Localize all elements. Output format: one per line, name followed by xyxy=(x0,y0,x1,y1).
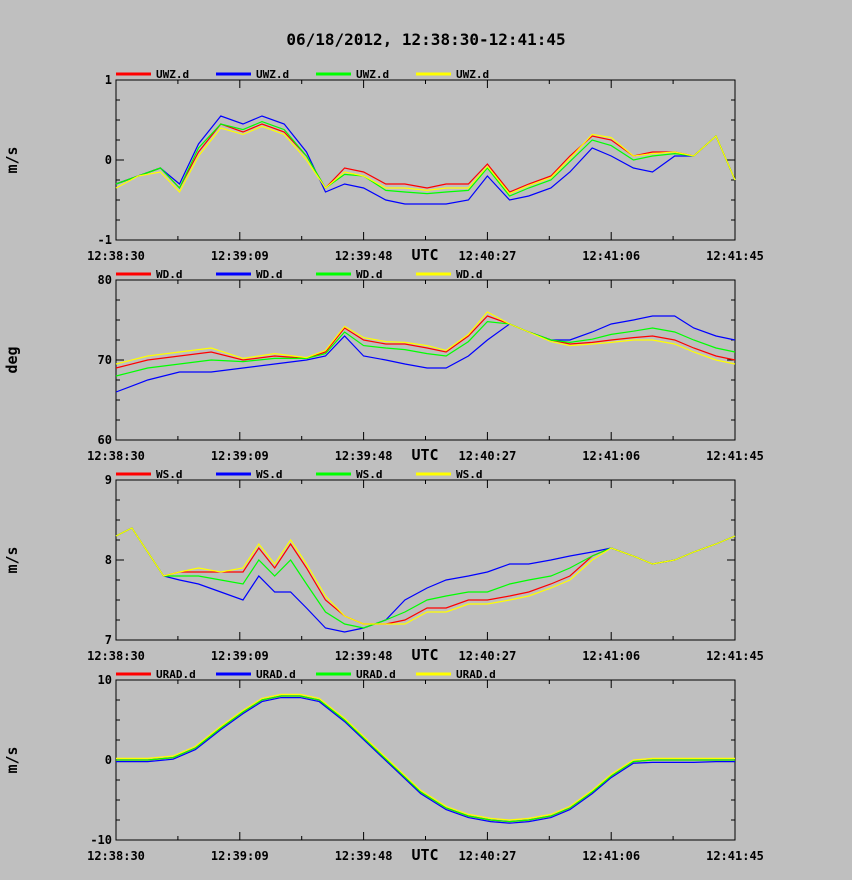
x-tick-label: 12:39:09 xyxy=(211,449,269,463)
x-tick-label: 12:38:30 xyxy=(87,249,145,263)
y-axis-label: m/s xyxy=(3,746,21,773)
legend-label: WD.d xyxy=(456,268,483,281)
legend-label: WD.d xyxy=(356,268,383,281)
legend-label: URAD.d xyxy=(256,668,296,681)
x-tick-label: 12:38:30 xyxy=(87,649,145,663)
legend-label: WS.d xyxy=(156,468,183,481)
legend-label: WS.d xyxy=(256,468,283,481)
legend-label: UWZ.d xyxy=(456,68,489,81)
figure-title: 06/18/2012, 12:38:30-12:41:45 xyxy=(286,30,565,49)
legend-label: URAD.d xyxy=(456,668,496,681)
legend-label: WD.d xyxy=(156,268,183,281)
series-line-2 xyxy=(116,696,735,824)
x-axis-label: UTC xyxy=(411,246,438,264)
plot-frame xyxy=(115,679,736,841)
y-tick-label: 0 xyxy=(105,753,112,767)
y-tick-label: 1 xyxy=(105,73,112,87)
chart-panel-1: -1 0 1 12:38:30 12:39:09 12:39:48 12:40:27 12:4… xyxy=(3,68,764,264)
x-tick-label: 12:41:45 xyxy=(706,849,764,863)
legend-label: WD.d xyxy=(256,268,283,281)
x-tick-label: 12:39:09 xyxy=(211,649,269,663)
y-axis-label: m/s xyxy=(3,546,21,573)
x-tick-label: 12:39:48 xyxy=(335,849,393,863)
x-tick-label: 12:39:09 xyxy=(211,849,269,863)
x-axis-label: UTC xyxy=(411,446,438,464)
y-tick-label: 80 xyxy=(98,273,112,287)
y-tick-label: 9 xyxy=(105,473,112,487)
y-tick-label: 70 xyxy=(98,353,112,367)
y-axis-label: deg xyxy=(3,346,21,373)
plot-frame xyxy=(115,79,736,241)
legend-label: UWZ.d xyxy=(256,68,289,81)
series-line-1 xyxy=(115,315,736,369)
y-axis-label: m/s xyxy=(3,146,21,173)
x-tick-label: 12:40:27 xyxy=(459,449,517,463)
x-tick-label: 12:39:09 xyxy=(211,249,269,263)
series-line-4 xyxy=(116,693,735,821)
series-line-2 xyxy=(115,115,736,205)
series-line-2 xyxy=(115,527,736,633)
x-tick-label: 12:41:45 xyxy=(706,649,764,663)
series-line-3 xyxy=(115,320,736,377)
series-line-1 xyxy=(115,527,736,625)
x-tick-label: 12:41:06 xyxy=(582,449,640,463)
y-tick-label: -10 xyxy=(90,833,112,847)
chart-panel-2: 60 70 80 12:38:30 12:39:09 12:39:48 12:40:27 12… xyxy=(3,268,764,464)
x-tick-label: 12:40:27 xyxy=(459,849,517,863)
series-line-2 xyxy=(115,315,736,393)
legend-label: WS.d xyxy=(456,468,483,481)
series-line-3 xyxy=(116,695,735,823)
y-tick-label: -1 xyxy=(98,233,112,247)
x-tick-label: 12:41:45 xyxy=(706,449,764,463)
x-tick-label: 12:38:30 xyxy=(87,849,145,863)
y-tick-label: 8 xyxy=(105,553,112,567)
x-tick-label: 12:41:06 xyxy=(582,649,640,663)
x-tick-label: 12:39:48 xyxy=(335,449,393,463)
x-tick-label: 12:41:45 xyxy=(706,249,764,263)
x-tick-label: 12:41:06 xyxy=(582,249,640,263)
x-axis-label: UTC xyxy=(411,846,438,864)
x-tick-label: 12:40:27 xyxy=(459,249,517,263)
y-tick-label: 10 xyxy=(98,673,112,687)
x-tick-label: 12:39:48 xyxy=(335,649,393,663)
x-axis-label: UTC xyxy=(411,646,438,664)
x-tick-label: 12:39:48 xyxy=(335,249,393,263)
legend-label: URAD.d xyxy=(156,668,196,681)
series-line-3 xyxy=(115,120,736,197)
series-line-4 xyxy=(115,311,736,365)
x-tick-label: 12:40:27 xyxy=(459,649,517,663)
y-tick-label: 7 xyxy=(105,633,112,647)
x-tick-label: 12:41:06 xyxy=(582,849,640,863)
series-line-4 xyxy=(115,125,736,195)
legend-label: WS.d xyxy=(356,468,383,481)
legend-label: URAD.d xyxy=(356,668,396,681)
y-tick-label: 60 xyxy=(98,433,112,447)
legend-label: UWZ.d xyxy=(156,68,189,81)
chart-panel-3: 7 8 9 12:38:30 12:39:09 12:39:48 12:40:27 12:41… xyxy=(3,468,764,664)
y-tick-label: 0 xyxy=(105,153,112,167)
x-tick-label: 12:38:30 xyxy=(87,449,145,463)
series-line-4 xyxy=(115,527,736,625)
legend-label: UWZ.d xyxy=(356,68,389,81)
chart-panel-4: -10 0 10 12:38:30 12:39:09 12:39:48 12:40:27 12… xyxy=(3,668,764,864)
